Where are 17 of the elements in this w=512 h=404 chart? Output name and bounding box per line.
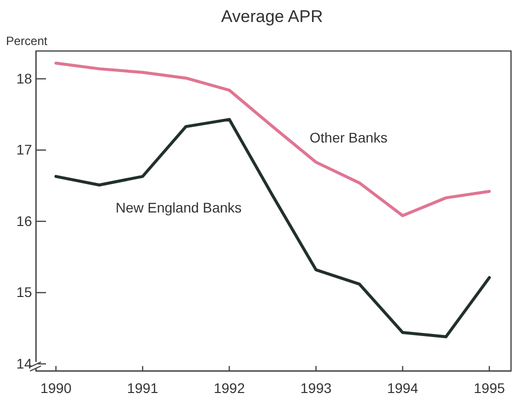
line-series — [54, 62, 491, 218]
x-tick-label: 1995 — [474, 380, 506, 396]
line-series — [54, 118, 491, 338]
y-tick-label: 15 — [16, 284, 32, 300]
y-tick-label: 17 — [16, 142, 32, 158]
y-tick-label: 18 — [16, 70, 32, 86]
x-tick-label: 1994 — [387, 380, 418, 396]
series-label: New England Banks — [116, 199, 242, 216]
x-tick-label: 1991 — [127, 380, 158, 396]
y-tick-label: 14 — [16, 355, 32, 372]
y-tick-label: 16 — [16, 212, 32, 229]
x-tick-label: 1990 — [40, 380, 72, 396]
x-tick-label: 1992 — [214, 380, 246, 396]
y-axis-title: Percent — [6, 34, 48, 48]
x-tick-label: 1993 — [300, 380, 332, 396]
series-label: Other Banks — [310, 130, 388, 146]
chart-title: Average APR — [221, 7, 323, 26]
